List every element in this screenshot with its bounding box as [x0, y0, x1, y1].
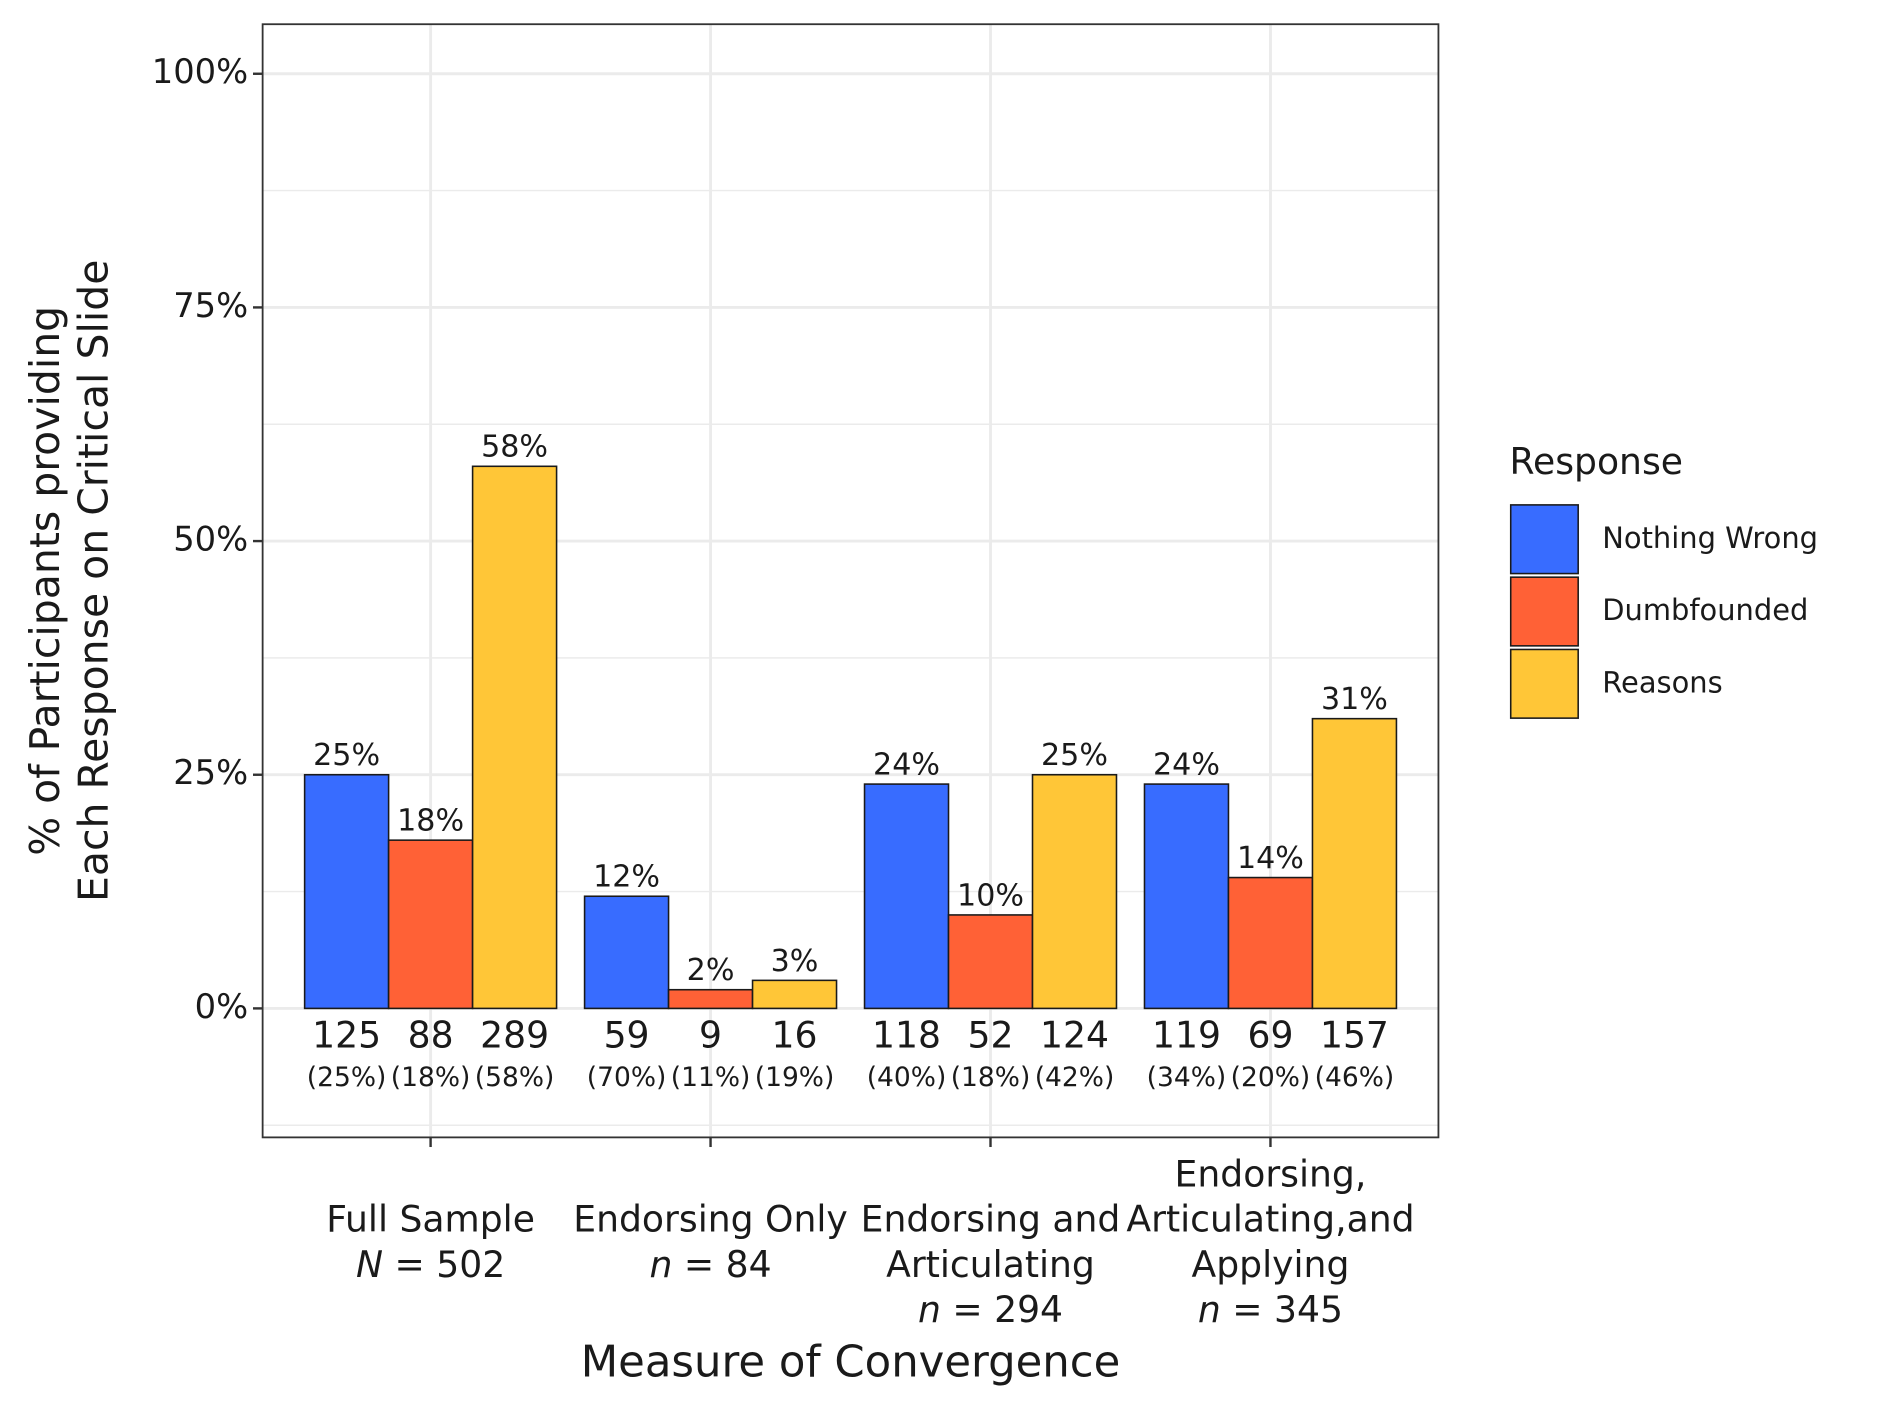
count-label: 119 [1152, 1013, 1221, 1056]
sample-size-label: n = 345 [1198, 1288, 1343, 1331]
y-axis-title: Each Response on Critical Slide [69, 260, 117, 902]
y-tick-label: 75% [173, 286, 248, 325]
count-share-label: (70%) [587, 1062, 667, 1093]
count-share-label: (20%) [1231, 1062, 1311, 1093]
count-label: 289 [480, 1013, 549, 1056]
value-label: 2% [687, 953, 735, 988]
x-tick-label: Endorsing, [1175, 1153, 1367, 1196]
legend-title: Response [1510, 440, 1684, 483]
legend-label: Nothing Wrong [1602, 521, 1818, 555]
count-label: 124 [1040, 1013, 1109, 1056]
bar [1227, 876, 1314, 1010]
sample-size-label: N = 502 [356, 1243, 505, 1286]
bar [1031, 773, 1118, 1010]
x-tick-label: Articulating,and [1126, 1198, 1414, 1241]
value-label: 10% [957, 878, 1024, 913]
value-label: 3% [771, 944, 819, 979]
sample-size-symbol: n [650, 1243, 673, 1286]
y-tick-label: 100% [152, 52, 248, 91]
bar [863, 783, 950, 1010]
x-tick-label: Full Sample [326, 1198, 535, 1241]
value-label: 25% [313, 738, 380, 773]
count-share-label: (18%) [391, 1062, 471, 1093]
legend-key [1509, 648, 1579, 719]
sample-size-label: n = 84 [650, 1243, 772, 1286]
x-tick-label: Articulating [886, 1243, 1095, 1286]
count-label: 9 [699, 1013, 722, 1056]
x-tick-label: Endorsing Only [573, 1198, 848, 1241]
sample-size-text: = 294 [941, 1288, 1063, 1331]
value-label: 24% [1153, 748, 1220, 783]
count-share-label: (19%) [755, 1062, 835, 1093]
count-share-label: (34%) [1147, 1062, 1227, 1093]
legend-label: Reasons [1602, 665, 1722, 699]
y-tick-label: 25% [173, 753, 248, 792]
bar [751, 979, 838, 1010]
sample-size-text: = 84 [672, 1243, 771, 1286]
value-label: 58% [481, 430, 548, 465]
x-axis-title: Measure of Convergence [581, 1338, 1121, 1388]
y-tick-label: 0% [195, 987, 249, 1026]
sample-size-text: = 502 [383, 1243, 505, 1286]
count-label: 52 [968, 1013, 1014, 1056]
x-tick-label: Endorsing and [861, 1198, 1121, 1241]
y-axis-title: % of Participants providing [21, 306, 69, 856]
y-tick-label: 50% [173, 520, 248, 559]
bar [387, 839, 474, 1010]
value-label: 14% [1237, 841, 1304, 876]
legend-key [1509, 576, 1579, 647]
bar [1143, 783, 1230, 1010]
legend-label: Dumbfounded [1602, 593, 1808, 627]
sample-size-label: n = 294 [918, 1288, 1063, 1331]
count-share-label: (18%) [951, 1062, 1031, 1093]
count-label: 157 [1320, 1013, 1389, 1056]
sample-size-symbol: n [1198, 1288, 1221, 1331]
count-label: 125 [312, 1013, 381, 1056]
count-share-label: (42%) [1035, 1062, 1115, 1093]
count-share-label: (46%) [1315, 1062, 1395, 1093]
count-label: 118 [872, 1013, 941, 1056]
count-label: 59 [604, 1013, 650, 1056]
bar [1311, 717, 1398, 1010]
count-label: 69 [1247, 1013, 1293, 1056]
count-label: 16 [772, 1013, 818, 1056]
sample-size-symbol: N [356, 1243, 383, 1286]
value-label: 31% [1321, 682, 1388, 717]
count-share-label: (40%) [867, 1062, 947, 1093]
bar [947, 914, 1034, 1010]
value-label: 24% [873, 748, 940, 783]
bar [303, 773, 390, 1010]
count-share-label: (25%) [307, 1062, 387, 1093]
value-label: 18% [397, 804, 464, 839]
bar [471, 465, 558, 1010]
legend-key [1509, 504, 1579, 575]
bar [667, 988, 754, 1010]
value-label: 25% [1041, 738, 1108, 773]
x-tick-label: Applying [1192, 1243, 1350, 1286]
count-share-label: (58%) [475, 1062, 555, 1093]
value-label: 12% [593, 860, 660, 895]
sample-size-text: = 345 [1221, 1288, 1343, 1331]
bar [583, 895, 670, 1010]
panel-border [261, 23, 1440, 1139]
count-label: 88 [408, 1013, 454, 1056]
count-share-label: (11%) [671, 1062, 751, 1093]
sample-size-symbol: n [918, 1288, 941, 1331]
